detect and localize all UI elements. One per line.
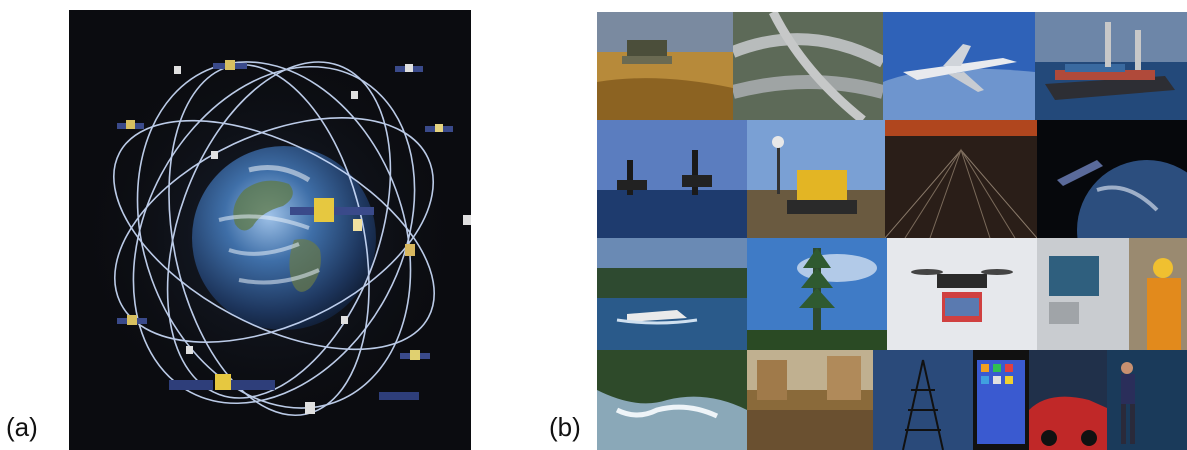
tile-oil-platforms	[597, 120, 747, 238]
tile-smartphone	[973, 350, 1029, 450]
tile-highway-interchange	[733, 12, 883, 120]
applications-collage	[597, 12, 1187, 450]
tile-harvester-field	[597, 12, 733, 120]
constellation-illustration	[69, 10, 471, 450]
tile-cell-tower	[747, 238, 887, 350]
tile-rail-yard	[885, 120, 1037, 238]
tile-hiker	[1107, 350, 1187, 450]
panel-label-a: (a)	[6, 414, 38, 440]
tile-flooded-street	[747, 350, 873, 450]
tile-drone	[887, 238, 1037, 350]
tile-red-car	[1029, 350, 1107, 450]
tile-speedboat	[597, 238, 747, 350]
satellite-constellation-image	[69, 10, 471, 450]
tile-airplane	[883, 12, 1035, 120]
tile-power-pylon	[873, 350, 973, 450]
tile-satellite-earth	[1037, 120, 1187, 238]
tile-bulldozer-gps	[747, 120, 885, 238]
tile-waterfall-river	[597, 350, 747, 450]
tile-container-ship	[1035, 12, 1187, 120]
tile-atm-kiosk	[1037, 238, 1187, 350]
panel-label-b: (b)	[549, 414, 581, 440]
